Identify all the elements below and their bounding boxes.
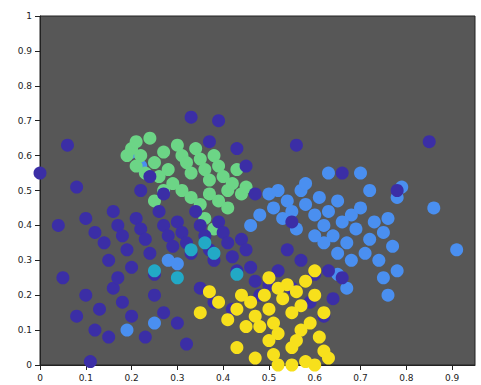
- svg-text:0.4: 0.4: [18, 220, 33, 230]
- svg-text:0.9: 0.9: [445, 373, 460, 383]
- svg-text:0.6: 0.6: [308, 373, 323, 383]
- svg-text:0.3: 0.3: [18, 255, 32, 265]
- svg-text:0.5: 0.5: [18, 186, 32, 196]
- svg-text:0: 0: [37, 373, 43, 383]
- svg-text:0.2: 0.2: [124, 373, 138, 383]
- svg-text:0.9: 0.9: [18, 46, 33, 56]
- svg-text:0.7: 0.7: [18, 116, 32, 126]
- svg-text:0.6: 0.6: [18, 151, 33, 161]
- svg-text:0.1: 0.1: [79, 373, 93, 383]
- svg-text:0.1: 0.1: [18, 325, 32, 335]
- svg-text:0.3: 0.3: [170, 373, 184, 383]
- svg-text:0.5: 0.5: [262, 373, 276, 383]
- svg-text:0.8: 0.8: [399, 373, 414, 383]
- svg-text:0.2: 0.2: [18, 290, 32, 300]
- svg-text:1: 1: [26, 11, 32, 21]
- svg-text:0.7: 0.7: [353, 373, 367, 383]
- svg-text:0.4: 0.4: [216, 373, 231, 383]
- svg-text:0.8: 0.8: [18, 81, 33, 91]
- svg-text:0: 0: [26, 360, 32, 370]
